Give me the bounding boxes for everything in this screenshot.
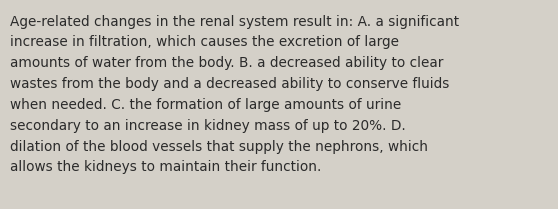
Text: Age-related changes in the renal system result in: A. a significant
increase in : Age-related changes in the renal system … [10, 15, 459, 174]
